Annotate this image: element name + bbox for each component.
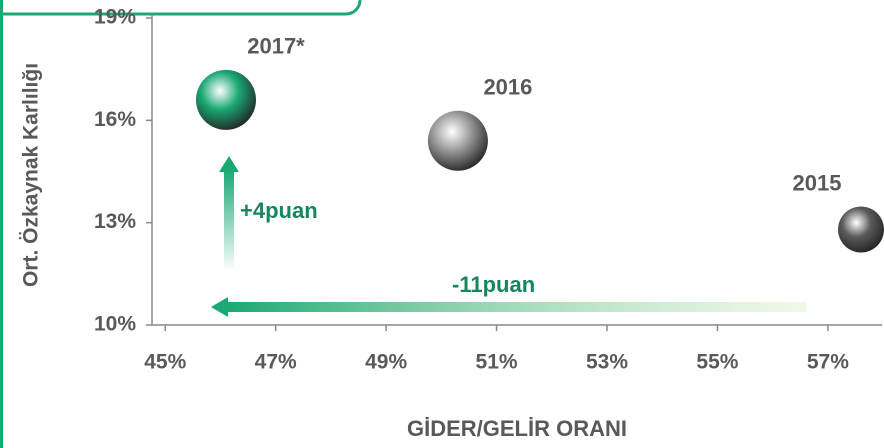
bubble (838, 206, 884, 253)
y-tick-label: 10% (94, 313, 136, 336)
x-axis-title: GİDER/GELİR ORANI (407, 416, 627, 441)
y-axis-title: Ort. Özkaynak Karlılığı (20, 63, 43, 287)
annotation: -11puan (452, 272, 535, 297)
bubble (427, 110, 488, 171)
frame-edge (0, 0, 3, 448)
v-arrow (219, 156, 239, 272)
h-arrow (211, 297, 806, 317)
y-tick-label: 13% (94, 210, 136, 233)
x-tick-label: 49% (365, 351, 407, 374)
x-tick-label: 51% (476, 351, 518, 374)
x-tick-label: 47% (255, 351, 297, 374)
point-label: 2016 (483, 75, 532, 100)
x-tick-label: 45% (144, 351, 186, 374)
y-tick-label: 16% (94, 108, 136, 131)
frame-box (0, 0, 362, 16)
point-label: 2015 (793, 170, 842, 195)
y-tick-label: 19% (94, 6, 136, 29)
point-label: 2017* (247, 34, 305, 59)
bubble (195, 69, 256, 130)
x-tick-label: 57% (807, 351, 849, 374)
x-tick-label: 55% (696, 351, 738, 374)
x-tick-label: 53% (586, 351, 628, 374)
annotation: +4puan (240, 198, 318, 223)
